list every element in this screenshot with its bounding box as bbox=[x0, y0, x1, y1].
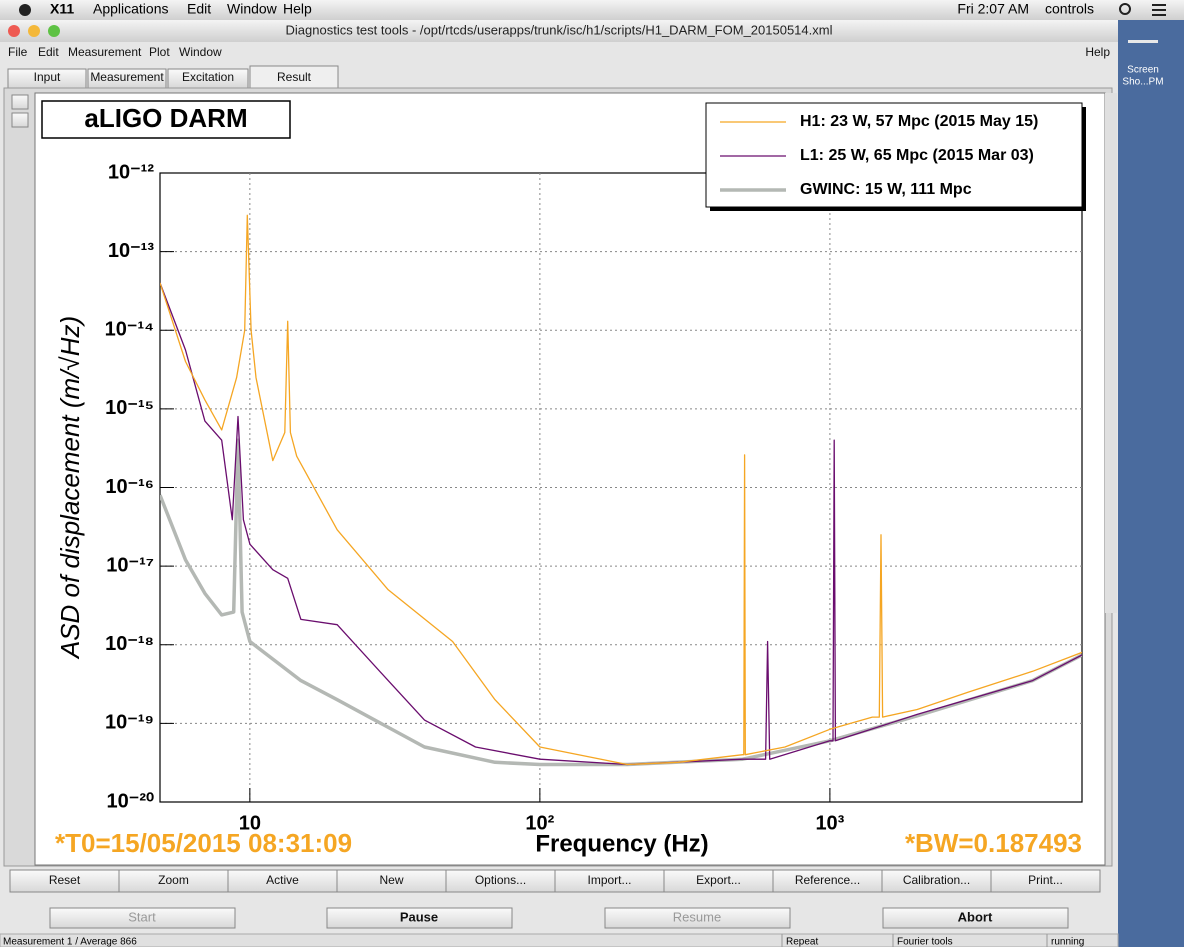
y-tick-label: 10⁻¹⁹ bbox=[105, 712, 154, 734]
button-label: Options... bbox=[475, 873, 526, 887]
x-tick-label: 10² bbox=[525, 812, 554, 834]
button-label: Export... bbox=[696, 873, 741, 887]
button bbox=[49, 907, 236, 929]
menu[interactable]: Applications bbox=[93, 1, 169, 17]
plot-canvas bbox=[34, 92, 1106, 866]
legend-label: L1: 25 W, 65 Mpc (2015 Mar 03) bbox=[800, 147, 1034, 164]
menubar-menus: Applications Edit Window Help bbox=[93, 1, 312, 17]
y-tick-label: 10⁻¹⁴ bbox=[105, 319, 154, 341]
y-tick-label: 10⁻¹⁷ bbox=[106, 554, 154, 576]
title-bar bbox=[0, 20, 1118, 42]
window-title: Diagnostics test tools - /opt/rtcds/user… bbox=[286, 22, 833, 37]
tab-label: Excitation bbox=[182, 70, 234, 84]
button-label: New bbox=[379, 873, 403, 887]
status-bar bbox=[0, 933, 1119, 947]
button-label: Calibration... bbox=[903, 873, 970, 887]
notifications[interactable] bbox=[1152, 4, 1166, 6]
menubar bbox=[0, 0, 1184, 20]
legend-label: GWINC: 15 W, 111 Mpc bbox=[800, 181, 972, 198]
minimize-button[interactable] bbox=[28, 25, 40, 37]
button-label: Import... bbox=[587, 873, 631, 887]
y-tick-label: 10⁻²⁰ bbox=[107, 790, 154, 812]
user[interactable]: controls bbox=[1045, 1, 1094, 17]
help-menu[interactable]: Help bbox=[1085, 45, 1110, 59]
button-label: Start bbox=[128, 909, 156, 924]
menu[interactable]: Edit bbox=[187, 1, 211, 17]
annotation: *T0=15/05/2015 08:31:09 bbox=[55, 828, 352, 858]
tabs: Input Measurement Excitation Result bbox=[7, 65, 339, 89]
y-tick-label: 10⁻¹⁵ bbox=[105, 397, 154, 419]
button-label: Reference... bbox=[795, 873, 860, 887]
button-row: Reset Zoom Active New Options... Import... Exp… bbox=[9, 869, 1101, 893]
icon-label: Sho...PM bbox=[1122, 77, 1163, 88]
apple-menu[interactable] bbox=[19, 4, 31, 16]
zoom-button[interactable] bbox=[48, 25, 60, 37]
title-box bbox=[41, 100, 291, 139]
button[interactable] bbox=[882, 907, 1069, 929]
chart: aLIGO DARM ASD of displacement (m/√Hz) F… bbox=[41, 100, 1086, 858]
button-label: Print... bbox=[1028, 873, 1063, 887]
y-tick-label: 10⁻¹² bbox=[108, 161, 154, 183]
tab-label: Input bbox=[34, 70, 61, 84]
menu[interactable]: File bbox=[8, 45, 28, 59]
menu[interactable]: Window bbox=[179, 45, 222, 59]
menu[interactable]: Window bbox=[227, 1, 278, 17]
menu[interactable]: Edit bbox=[38, 45, 59, 59]
button[interactable] bbox=[990, 869, 1101, 893]
tab-label: Measurement bbox=[90, 70, 164, 84]
legend-label: H1: 23 W, 57 Mpc (2015 May 15) bbox=[800, 113, 1038, 130]
x-axis-label: Frequency (Hz) bbox=[535, 830, 708, 857]
x-tick-label: 10 bbox=[239, 812, 261, 834]
legend bbox=[705, 102, 1083, 208]
spotlight[interactable] bbox=[1119, 3, 1131, 15]
icon-label: Screen bbox=[1127, 65, 1159, 76]
button-label: Zoom bbox=[158, 873, 189, 887]
button-label: Abort bbox=[958, 909, 993, 924]
y-tick-label: 10⁻¹³ bbox=[108, 240, 154, 262]
status-text: running bbox=[1051, 937, 1084, 947]
scroll-up[interactable] bbox=[11, 94, 29, 110]
annotation: *BW=0.187493 bbox=[905, 828, 1082, 858]
series-line bbox=[160, 282, 1082, 766]
y-tick-label: 10⁻¹⁸ bbox=[105, 633, 154, 655]
button bbox=[604, 907, 791, 929]
button-label: Reset bbox=[49, 873, 81, 887]
series-line bbox=[160, 214, 1082, 766]
y-axis-label: ASD of displacement (m/√Hz) bbox=[55, 316, 85, 660]
y-tick-label: 10⁻¹⁶ bbox=[105, 476, 154, 498]
status-text: Fourier tools bbox=[897, 937, 953, 947]
menu[interactable]: Measurement bbox=[68, 45, 142, 59]
desktop-icon[interactable] bbox=[1128, 40, 1158, 43]
scroll-down[interactable] bbox=[11, 112, 29, 128]
menu[interactable]: Plot bbox=[149, 45, 170, 59]
scrollbar bbox=[1105, 93, 1117, 613]
app-name[interactable]: X11 bbox=[50, 1, 74, 17]
close-button[interactable] bbox=[8, 25, 20, 37]
button-label: Active bbox=[266, 873, 299, 887]
clock[interactable]: Fri 2:07 AM bbox=[957, 1, 1029, 17]
button-label: Pause bbox=[400, 909, 438, 924]
x-tick-label: 10³ bbox=[815, 812, 844, 834]
app-menus: File Edit Measurement Plot Window bbox=[8, 45, 222, 59]
chart-title: aLIGO DARM bbox=[84, 103, 247, 133]
menu[interactable]: Help bbox=[283, 1, 312, 17]
status-fields: Measurement 1 / Average 866 Repeat Fourier… bbox=[3, 934, 1084, 947]
control-row: Start Pause Resume Abort bbox=[49, 907, 1069, 929]
notifications bbox=[1152, 14, 1166, 16]
status-text: Repeat bbox=[786, 937, 818, 947]
tab-label: Result bbox=[277, 70, 312, 84]
button-label: Resume bbox=[673, 909, 721, 924]
status-text: Measurement 1 / Average 866 bbox=[3, 937, 137, 947]
notifications bbox=[1152, 9, 1166, 11]
button[interactable] bbox=[326, 907, 513, 929]
